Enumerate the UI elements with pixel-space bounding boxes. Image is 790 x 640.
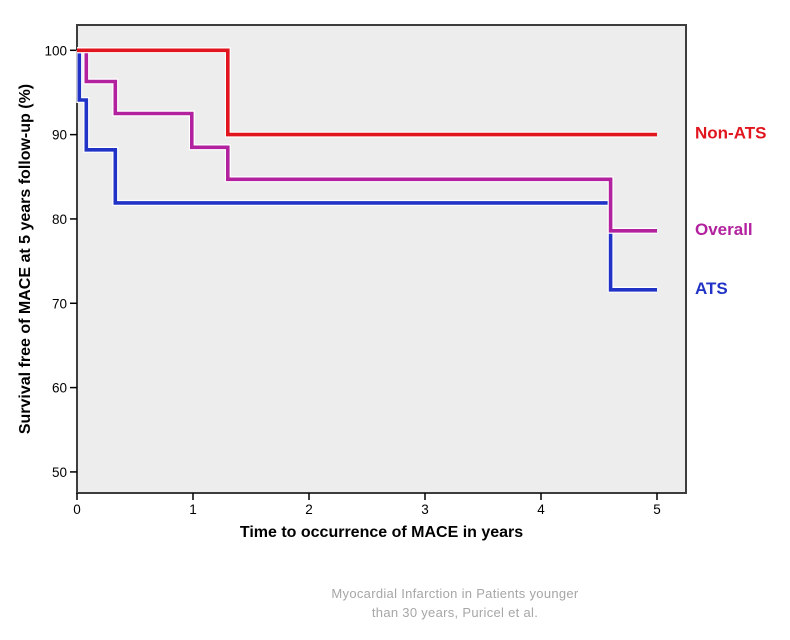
x-tick-label: 3: [421, 502, 429, 517]
x-tick-label: 5: [653, 502, 661, 517]
caption-line-1: Myocardial Infarction in Patients younge…: [331, 586, 579, 601]
series-line-overall: [77, 48, 657, 233]
series-label-ats: ATS: [695, 279, 728, 298]
y-tick-label: 70: [52, 296, 67, 311]
y-tick-label: 60: [52, 381, 67, 396]
y-tick-label: 80: [52, 212, 67, 227]
plot-area: [76, 24, 687, 494]
x-tick-label: 4: [537, 502, 545, 517]
series-label-non-ats: Non-ATS: [695, 124, 766, 143]
figure-caption: Myocardial Infarction in Patients younge…: [305, 584, 605, 622]
series-line-non-ats: [77, 48, 657, 137]
caption-line-2: than 30 years, Puricel et al.: [371, 605, 539, 620]
x-axis-title: Time to occurrence of MACE in years: [239, 524, 524, 541]
series-line-ats: [77, 48, 657, 292]
y-tick-label: 100: [44, 43, 67, 58]
x-tick-label: 2: [305, 502, 313, 517]
y-tick-label: 90: [52, 128, 67, 143]
x-tick-label: 1: [189, 502, 197, 517]
y-axis-title: Survival free of MACE at 5 years follow-…: [17, 83, 34, 435]
series-label-overall: Overall: [695, 220, 753, 239]
x-tick-label: 0: [73, 502, 81, 517]
y-tick-label: 50: [52, 465, 67, 480]
